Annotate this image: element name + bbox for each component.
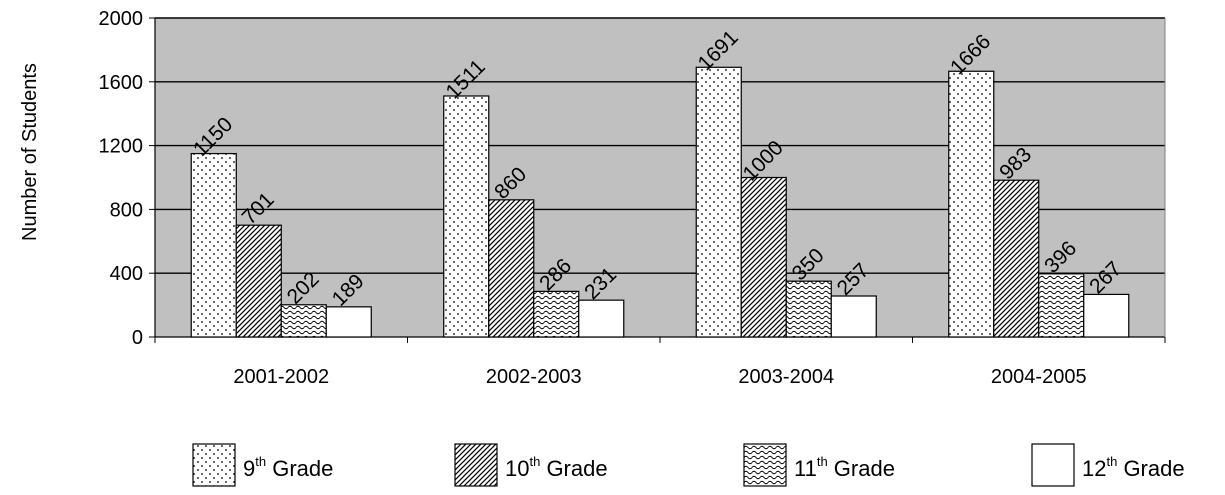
legend-swatch <box>454 443 498 487</box>
y-tick-label: 1600 <box>99 72 144 94</box>
legend-swatch <box>1031 443 1075 487</box>
x-tick-label: 2001-2002 <box>233 366 329 388</box>
bar <box>488 199 535 338</box>
legend-label: 11th Grade <box>794 454 895 481</box>
y-axis-label: Number of Students <box>19 63 41 241</box>
x-tick-label: 2003-2004 <box>738 366 834 388</box>
x-tick-label: 2004-2005 <box>991 366 1087 388</box>
legend-swatch <box>192 443 236 487</box>
legend-label: 9th Grade <box>243 454 333 481</box>
bar <box>235 224 282 338</box>
x-tick-label: 2002-2003 <box>486 366 582 388</box>
bar <box>740 176 787 338</box>
bar <box>578 299 625 338</box>
bar <box>993 179 1040 338</box>
bar <box>1038 273 1085 338</box>
y-tick-label: 2000 <box>99 8 144 30</box>
y-tick-label: 400 <box>110 263 143 285</box>
legend-label: 12th Grade <box>1082 454 1185 481</box>
bar <box>443 95 490 338</box>
bar <box>325 306 372 338</box>
bar <box>785 280 832 338</box>
bar <box>948 70 995 338</box>
bar <box>533 290 580 338</box>
legend-label: 10th Grade <box>505 454 608 481</box>
legend-swatch <box>743 443 787 487</box>
bar <box>695 66 742 338</box>
bar <box>280 304 327 338</box>
legend: 9th Grade 10th Grade 11th Grade 12th Grade <box>192 443 1185 487</box>
bar <box>190 152 237 338</box>
y-tick-label: 0 <box>132 327 143 349</box>
y-tick-label: 1200 <box>99 136 144 158</box>
y-tick-label: 800 <box>110 199 143 221</box>
bar <box>830 295 877 338</box>
bar <box>1083 293 1130 338</box>
